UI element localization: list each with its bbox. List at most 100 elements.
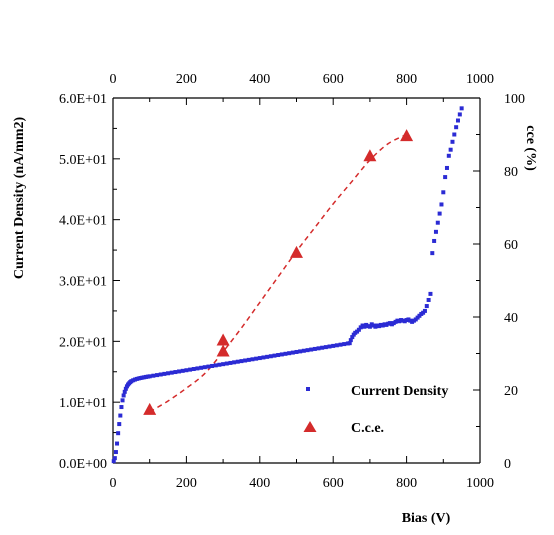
current-density-point xyxy=(213,363,218,368)
current-density-point xyxy=(305,348,310,353)
current-density-point xyxy=(327,344,332,349)
current-density-point xyxy=(450,139,455,144)
current-density-point xyxy=(283,351,288,356)
cce-point xyxy=(143,402,157,415)
top-x-tick-label: 800 xyxy=(396,72,417,87)
y-tick-label: 0.0E+00 xyxy=(59,457,107,472)
current-density-point xyxy=(239,359,244,364)
top-x-tick-label: 1000 xyxy=(466,72,494,87)
current-density-point xyxy=(217,362,222,367)
cce-point xyxy=(400,129,414,142)
current-density-point xyxy=(202,365,207,370)
current-density-point xyxy=(367,324,372,329)
top-x-tick-label: 200 xyxy=(176,72,197,87)
current-density-point xyxy=(113,450,118,455)
cce-point xyxy=(216,333,230,346)
current-density-point xyxy=(261,355,266,360)
current-density-point xyxy=(444,165,449,170)
current-density-point xyxy=(118,413,123,418)
current-density-point xyxy=(294,349,299,354)
current-density-point xyxy=(430,251,435,256)
current-density-point xyxy=(221,362,226,367)
current-density-point xyxy=(147,374,152,379)
current-density-point xyxy=(347,341,352,346)
current-density-point xyxy=(437,211,442,216)
current-density-point xyxy=(312,346,317,351)
current-density-point xyxy=(254,356,259,361)
y-tick-label: 2.0E+01 xyxy=(59,335,107,350)
axes xyxy=(112,97,481,464)
current-density-point xyxy=(257,356,262,361)
x-tick-label: 0 xyxy=(110,476,117,491)
current-density-point xyxy=(422,308,427,313)
x-tick-label: 200 xyxy=(176,476,197,491)
current-density-point xyxy=(356,327,361,332)
x-tick-label: 1000 xyxy=(466,476,494,491)
x-axis-title: Bias (V) xyxy=(402,511,451,526)
current-density-point xyxy=(122,389,127,394)
current-density-point xyxy=(265,354,270,359)
current-density-point xyxy=(424,304,429,309)
current-density-point xyxy=(452,132,457,137)
current-density-point xyxy=(439,202,444,207)
current-density-point xyxy=(151,373,156,378)
current-density-point xyxy=(342,342,347,347)
legend-cce-label: C.c.e. xyxy=(351,421,384,436)
current-density-point xyxy=(272,353,277,358)
current-density-point xyxy=(115,441,120,446)
current-density-point xyxy=(348,338,353,343)
current-density-point xyxy=(432,238,437,243)
y2-tick-label: 100 xyxy=(504,92,525,107)
current-density-point xyxy=(268,354,273,359)
current-density-point xyxy=(195,366,200,371)
current-density-point xyxy=(243,358,248,363)
cce-point xyxy=(216,344,230,357)
y-tick-label: 4.0E+01 xyxy=(59,214,107,229)
current-density-point xyxy=(166,371,171,376)
current-density-point xyxy=(457,112,462,117)
current-density-point xyxy=(177,369,182,374)
current-density-point xyxy=(117,422,122,427)
current-density-point xyxy=(158,372,163,377)
y2-tick-label: 40 xyxy=(504,311,518,326)
top-x-tick-label: 0 xyxy=(110,72,117,87)
current-density-point xyxy=(184,368,189,373)
current-density-point xyxy=(334,343,339,348)
current-density-point xyxy=(235,359,240,364)
top-x-tick-label: 600 xyxy=(323,72,344,87)
current-density-point xyxy=(120,398,125,403)
current-density-point xyxy=(180,368,185,373)
legend-cce-marker xyxy=(303,421,317,432)
current-density-point xyxy=(435,220,440,225)
current-density-point xyxy=(246,357,251,362)
current-density-point xyxy=(232,360,237,365)
x-tick-label: 400 xyxy=(249,476,270,491)
current-density-point xyxy=(459,106,464,111)
current-density-point xyxy=(206,364,211,369)
current-density-point xyxy=(155,373,160,378)
current-density-point xyxy=(287,351,292,356)
legend-current-density-marker xyxy=(306,387,310,391)
x-tick-label: 800 xyxy=(396,476,417,491)
cce-point xyxy=(363,149,377,162)
current-density-point xyxy=(320,345,325,350)
current-density-point xyxy=(443,175,448,180)
current-density-point xyxy=(323,345,328,350)
legend: Current Density C.c.e. xyxy=(303,384,448,436)
current-density-point xyxy=(433,229,438,234)
current-density-point xyxy=(350,335,355,340)
current-density-point xyxy=(301,348,306,353)
current-density-point xyxy=(276,353,281,358)
current-density-point xyxy=(250,357,255,362)
current-density-point xyxy=(454,125,459,130)
current-density-point xyxy=(116,431,121,436)
current-density-point xyxy=(331,343,336,348)
cce-point xyxy=(290,245,303,258)
current-density-point xyxy=(455,118,460,123)
y-tick-label: 3.0E+01 xyxy=(59,275,107,290)
current-density-point xyxy=(121,393,126,398)
current-density-point xyxy=(224,361,229,366)
y-tick-label: 1.0E+01 xyxy=(59,396,107,411)
current-density-point xyxy=(199,365,204,370)
